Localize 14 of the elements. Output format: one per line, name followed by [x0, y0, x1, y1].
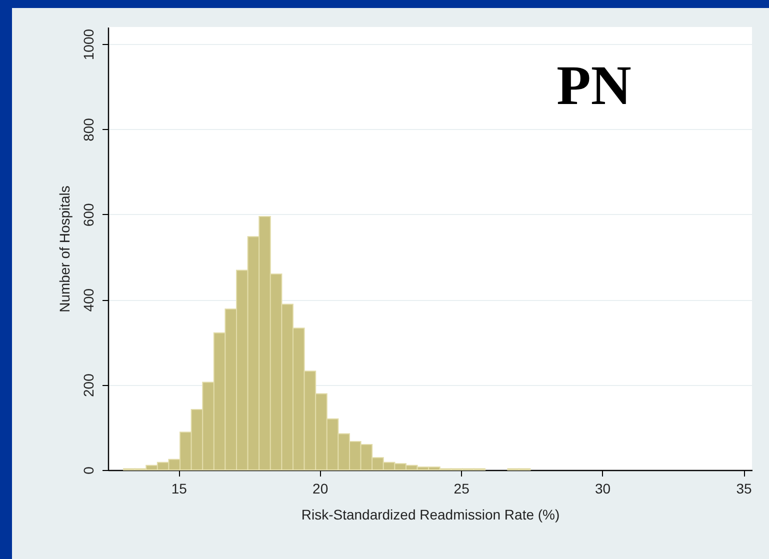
x-axis-title: Risk-Standardized Readmission Rate (%): [301, 506, 560, 522]
y-tick-label: 400: [80, 288, 96, 312]
x-tick-label: 30: [595, 480, 611, 496]
x-tick-label: 20: [312, 480, 328, 496]
annotation: PN: [556, 55, 632, 117]
y-axis-title: Number of Hospitals: [56, 186, 72, 312]
y-tick-label: 200: [80, 373, 96, 397]
x-tick-label: 15: [171, 480, 188, 496]
y-tick-label: 800: [80, 118, 96, 142]
x-tick-label: 25: [454, 480, 470, 496]
y-tick-label: 600: [80, 203, 96, 227]
y-tick-label: 0: [80, 466, 96, 474]
x-tick-label: 35: [736, 480, 752, 496]
y-tick-label: 1000: [80, 28, 96, 60]
